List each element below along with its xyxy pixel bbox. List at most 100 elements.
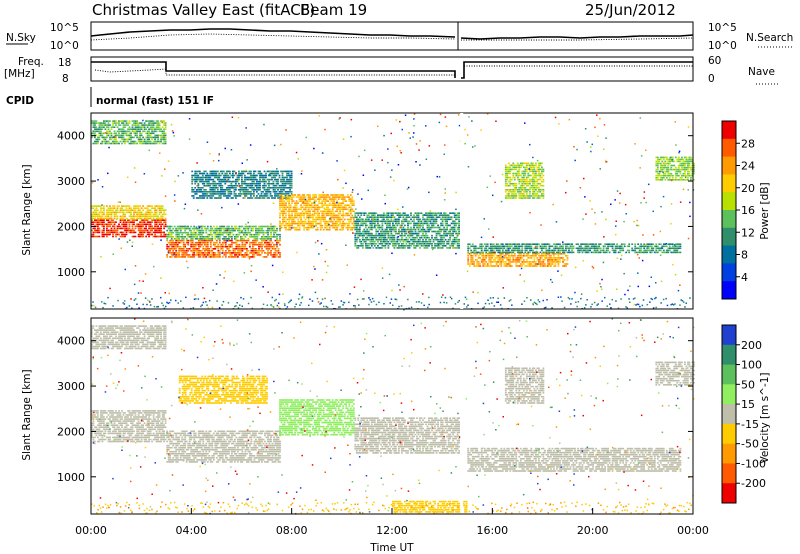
power-cell: [346, 214, 349, 217]
power-cell: [288, 202, 290, 204]
power-cell: [405, 238, 408, 241]
power-cell: [122, 217, 125, 220]
power-cell: [547, 265, 549, 267]
power-cell: [157, 120, 159, 122]
power-cell: [167, 250, 170, 252]
power-cell: [434, 230, 436, 233]
power-cell: [399, 224, 402, 227]
power-cell: [213, 187, 216, 189]
power-cell: [357, 247, 360, 249]
power-cell: [544, 247, 546, 250]
power-cell: [202, 238, 205, 240]
power-cell: [489, 261, 492, 263]
power-cell: [121, 138, 123, 141]
power-cell: [115, 140, 117, 143]
power-cell: [545, 245, 548, 248]
power-cell: [142, 142, 144, 145]
power-cell: [355, 220, 358, 223]
power-cell: [289, 216, 292, 219]
power-cell: [157, 124, 159, 126]
power-cell: [254, 170, 257, 173]
power-cell: [133, 120, 135, 122]
power-cell: [337, 196, 340, 198]
power-cell: [455, 216, 457, 218]
power-cell: [324, 208, 327, 211]
power-cell: [438, 245, 441, 247]
power-cell: [286, 176, 288, 179]
power-cell: [518, 249, 521, 252]
power-cell: [401, 247, 403, 249]
power-cell: [553, 249, 555, 252]
power-cell: [142, 235, 144, 238]
power-cell: [518, 255, 521, 257]
power-cell: [413, 228, 415, 231]
power-cell: [195, 193, 198, 195]
power-cell: [518, 253, 521, 255]
power-cell: [327, 220, 330, 223]
power-cell: [163, 227, 165, 230]
power-cell: [140, 140, 143, 143]
power-cell: [668, 245, 671, 248]
power-cell: [125, 227, 128, 230]
power-cell: [270, 238, 272, 240]
power-cell: [149, 120, 152, 122]
power-cell: [393, 230, 396, 233]
power-cell: [161, 231, 164, 234]
power-cell: [516, 245, 519, 248]
power-cell: [619, 251, 622, 254]
power-cell: [283, 224, 286, 227]
power-cell: [357, 220, 360, 223]
power-cell: [209, 176, 212, 179]
power-cell: [97, 209, 99, 211]
power-cell: [246, 239, 248, 242]
power-cell: [200, 231, 203, 234]
power-cell: [185, 254, 188, 256]
power-cell: [530, 263, 533, 265]
power-cell: [219, 180, 222, 183]
power-cell: [106, 132, 108, 135]
power-cell: [284, 182, 287, 185]
power-cell: [251, 189, 254, 191]
power-cell: [268, 174, 270, 177]
power-cell: [282, 200, 284, 202]
power-cell: [285, 224, 287, 227]
power-cell: [157, 229, 159, 232]
power-cell: [94, 122, 96, 124]
power-cell: [151, 227, 153, 230]
power-cell: [306, 210, 308, 213]
power-cell: [202, 229, 205, 232]
power-cell: [167, 236, 170, 238]
power-cell: [399, 212, 402, 214]
power-cell: [116, 130, 119, 133]
power-cell: [206, 254, 209, 256]
power-cell: [216, 197, 219, 199]
power-cell: [482, 245, 485, 248]
power-cell: [268, 245, 271, 248]
power-cell: [251, 184, 254, 187]
power-cell: [210, 187, 213, 189]
power-cell: [422, 222, 424, 225]
power-cell: [557, 259, 560, 261]
power-cell: [209, 238, 212, 240]
power-cell: [278, 193, 281, 195]
power-cell: [194, 254, 197, 256]
power-cell: [292, 226, 295, 229]
power-cell: [399, 238, 402, 241]
power-cell: [431, 214, 433, 216]
power-cell: [310, 208, 313, 211]
power-cell: [203, 225, 206, 228]
power-cell: [361, 224, 364, 227]
power-cell: [187, 250, 190, 252]
power-cell: [92, 235, 95, 238]
power-cell: [580, 247, 582, 250]
power-cell: [513, 259, 516, 261]
power-cell: [316, 222, 319, 225]
power-cell: [491, 255, 494, 257]
power-cell: [291, 216, 293, 219]
power-cell: [289, 195, 291, 197]
power-cell: [339, 210, 342, 213]
power-cell: [319, 224, 322, 227]
power-cell: [355, 226, 358, 229]
power-cell: [290, 170, 293, 173]
power-cell: [349, 200, 352, 202]
